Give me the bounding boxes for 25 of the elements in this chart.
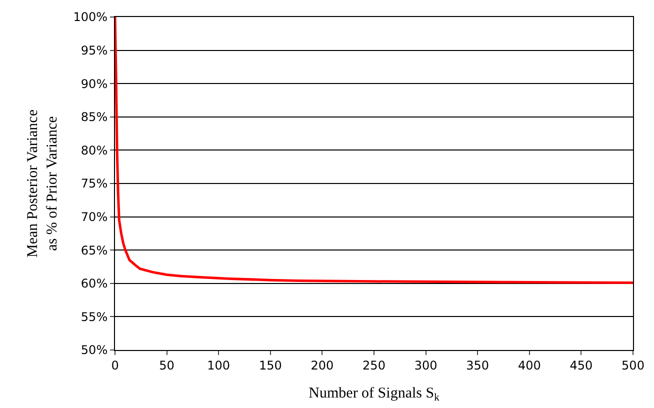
line-series (115, 17, 633, 284)
y-tick-label: 85% (80, 110, 108, 124)
x-axis-title: Number of Signals S$_{k}$ (308, 385, 440, 404)
x-tick-label: 300 (414, 358, 438, 372)
y-tick-label: 80% (80, 143, 108, 158)
y-tick-label: 95% (80, 44, 108, 58)
x-tick-label: 0 (111, 358, 119, 372)
x-tick-label: 100 (207, 358, 230, 372)
x-tick-label: 150 (258, 358, 282, 372)
y-tick-label: 55% (80, 310, 108, 324)
x-tick-label: 250 (362, 358, 386, 372)
y-tick-label: 60% (80, 276, 108, 291)
x-tick-label: 450 (570, 358, 593, 372)
y-tick-label: 70% (80, 210, 108, 224)
y-tick-label: 90% (80, 76, 108, 91)
y-axis-title: Mean Posterior Variance as % of Prior Variance (25, 109, 61, 258)
x-tick-label: 500 (622, 358, 644, 372)
y-tick-label: 75% (80, 176, 108, 191)
x-tick-label: 200 (310, 358, 334, 372)
x-tick-label: 400 (518, 358, 541, 372)
y-tick-label: 100% (73, 10, 108, 24)
x-tick-label: 50 (159, 358, 174, 372)
y-tick-label: 50% (80, 343, 108, 358)
x-tick-label: 350 (466, 358, 490, 372)
y-tick-label: 65% (80, 243, 108, 258)
